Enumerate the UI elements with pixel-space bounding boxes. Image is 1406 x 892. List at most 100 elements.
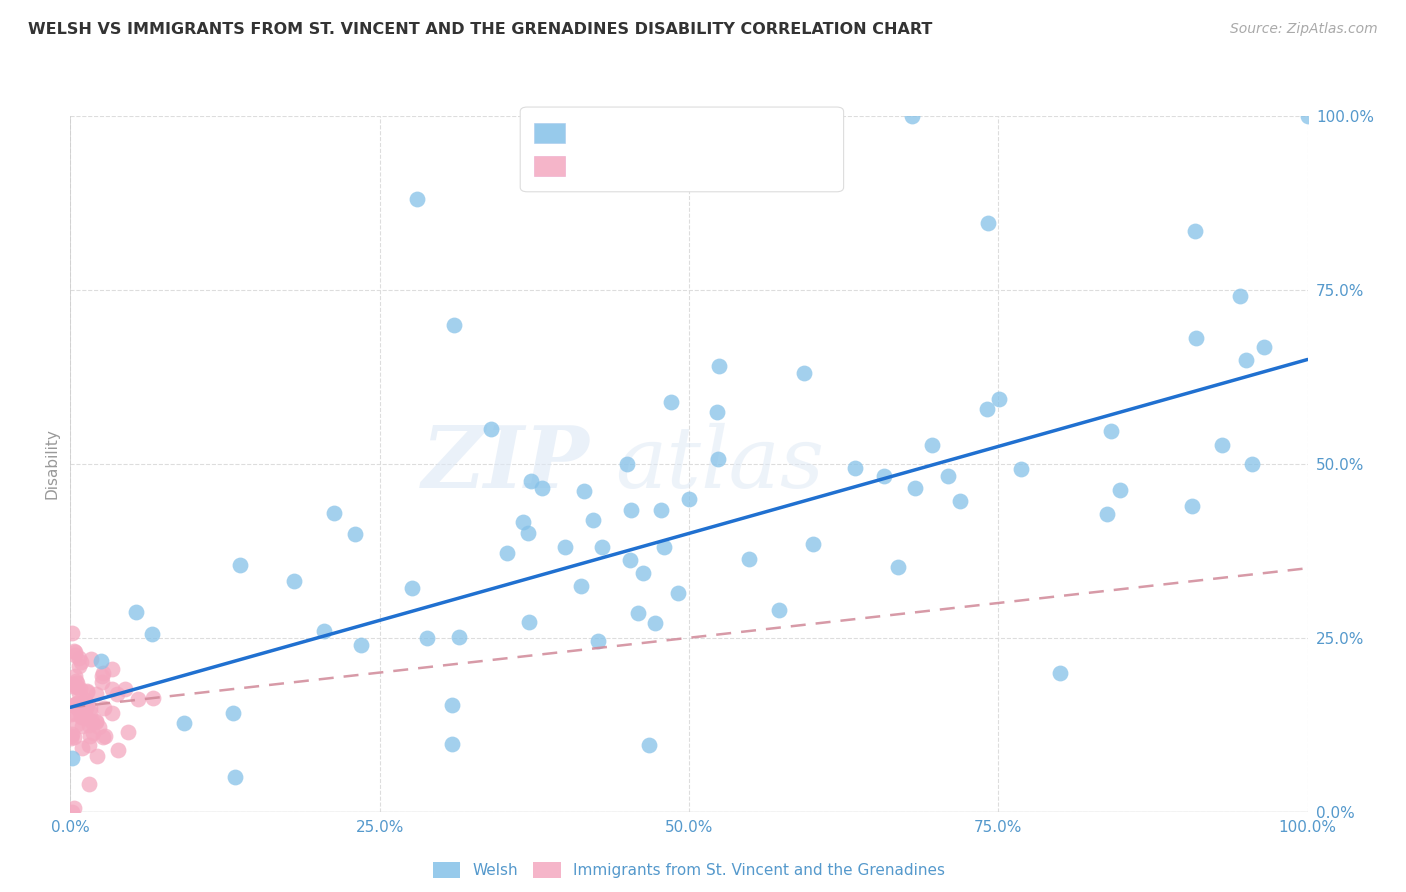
Point xyxy=(93,701,115,715)
Point xyxy=(447,630,470,644)
Point xyxy=(76,711,98,725)
Point xyxy=(228,558,250,573)
Point xyxy=(173,715,195,730)
Point xyxy=(627,606,650,620)
Point xyxy=(79,705,101,719)
Text: ZIP: ZIP xyxy=(422,422,591,506)
Point xyxy=(591,541,613,555)
Point xyxy=(86,687,108,701)
Point xyxy=(70,719,93,733)
Point xyxy=(91,669,114,683)
Point xyxy=(63,801,86,815)
Point xyxy=(62,731,84,745)
Point xyxy=(84,714,107,729)
Point xyxy=(620,502,643,516)
Point xyxy=(496,546,519,560)
Point xyxy=(65,680,87,694)
Point xyxy=(100,682,122,697)
Point xyxy=(707,359,730,373)
Point xyxy=(70,655,93,669)
Point xyxy=(619,553,641,567)
Point xyxy=(80,715,103,730)
Point xyxy=(65,674,87,689)
Point xyxy=(1184,331,1206,345)
Point xyxy=(572,483,595,498)
Point xyxy=(65,697,87,711)
Point xyxy=(416,632,439,646)
Point xyxy=(125,605,148,619)
Point xyxy=(441,737,464,751)
Point xyxy=(530,481,553,495)
Point xyxy=(63,706,86,720)
Point xyxy=(582,513,605,527)
Point xyxy=(63,669,86,683)
Point xyxy=(67,702,90,716)
Point xyxy=(887,560,910,574)
Point xyxy=(977,216,1000,230)
Point xyxy=(792,367,814,381)
Point xyxy=(768,603,790,617)
Point xyxy=(738,552,761,566)
Point xyxy=(62,698,84,713)
Point xyxy=(66,697,89,711)
Point xyxy=(79,701,101,715)
Point xyxy=(844,461,866,475)
Point xyxy=(512,515,534,529)
Point xyxy=(1010,462,1032,476)
Point xyxy=(707,451,730,466)
Point xyxy=(79,730,101,744)
Point xyxy=(312,624,335,638)
Point xyxy=(631,566,654,581)
Point xyxy=(904,481,927,495)
Text: R = 0.455   N = 77: R = 0.455 N = 77 xyxy=(572,122,772,142)
Point xyxy=(76,685,98,699)
Point xyxy=(60,731,83,745)
Point xyxy=(1241,457,1264,471)
Point xyxy=(60,729,83,743)
Point xyxy=(873,468,896,483)
Point xyxy=(67,686,90,700)
Point xyxy=(67,651,90,665)
Point xyxy=(1099,424,1122,438)
Point xyxy=(77,718,100,732)
Point xyxy=(60,706,83,721)
Point xyxy=(1234,353,1257,368)
Point xyxy=(520,475,543,489)
Point xyxy=(60,625,83,640)
Point xyxy=(101,706,124,720)
Point xyxy=(678,491,700,506)
Point xyxy=(644,616,666,631)
Point xyxy=(107,743,129,757)
Point xyxy=(554,541,576,555)
Point xyxy=(69,682,91,697)
Point xyxy=(105,688,128,702)
Point xyxy=(77,777,100,791)
Point xyxy=(221,706,243,720)
Point xyxy=(569,579,592,593)
Point xyxy=(60,727,83,741)
Y-axis label: Disability: Disability xyxy=(44,428,59,500)
Point xyxy=(350,638,373,652)
Point xyxy=(77,738,100,752)
Point xyxy=(82,726,104,740)
Point xyxy=(60,805,83,819)
Point xyxy=(65,698,87,713)
Point xyxy=(73,710,96,724)
Point xyxy=(517,526,540,541)
Point xyxy=(401,582,423,596)
Text: R = 0.055   N = 70: R = 0.055 N = 70 xyxy=(572,155,772,175)
Text: Source: ZipAtlas.com: Source: ZipAtlas.com xyxy=(1230,22,1378,37)
Point xyxy=(801,537,824,551)
Point xyxy=(921,438,943,452)
Point xyxy=(1211,438,1233,452)
Point xyxy=(652,541,675,555)
Point xyxy=(638,738,661,752)
Point xyxy=(1296,109,1319,123)
Point xyxy=(65,648,87,662)
Point xyxy=(1229,288,1251,302)
Point xyxy=(76,697,98,711)
Point xyxy=(66,717,89,731)
Point xyxy=(976,402,998,417)
Point xyxy=(127,692,149,706)
Point xyxy=(60,751,83,765)
